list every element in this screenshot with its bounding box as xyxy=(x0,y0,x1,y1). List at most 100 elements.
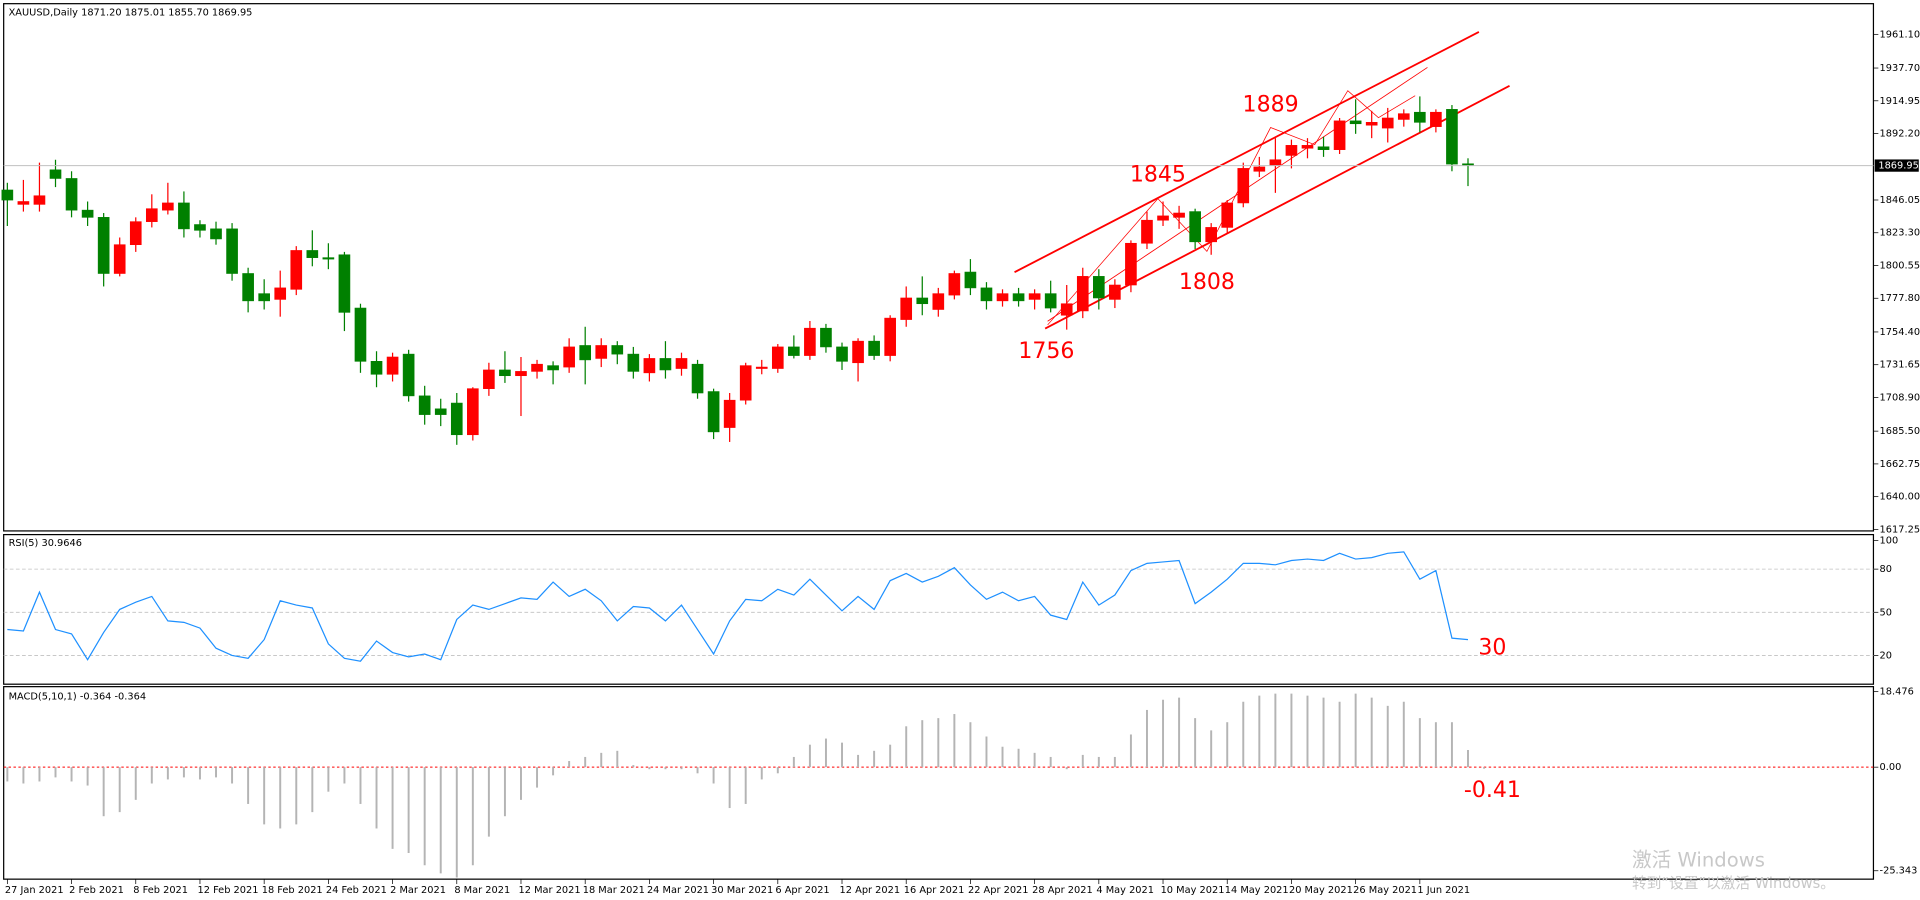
x-tick-label: 26 May 2021 xyxy=(1353,885,1417,896)
candle-body xyxy=(306,250,319,258)
x-tick-label: 10 May 2021 xyxy=(1161,885,1225,896)
x-tick-label: 1 Jun 2021 xyxy=(1417,885,1470,896)
candle-body xyxy=(1333,120,1346,150)
candle-body xyxy=(434,408,447,415)
y-tick-label: 1823.30 xyxy=(1880,228,1920,239)
candle-body xyxy=(322,257,335,260)
y-tick-label: 1662.75 xyxy=(1880,459,1920,470)
x-tick-label: 27 Jan 2021 xyxy=(5,885,64,896)
candle-body xyxy=(932,293,945,310)
x-tick-label: 4 May 2021 xyxy=(1096,885,1154,896)
candle-body xyxy=(675,358,688,369)
candle-body xyxy=(1028,293,1041,300)
candle-body xyxy=(81,209,94,218)
candle-body xyxy=(467,388,479,436)
candle-body xyxy=(1253,166,1266,172)
y-tick-label: 1708.90 xyxy=(1880,392,1920,403)
annotation: 1889 xyxy=(1243,92,1299,117)
y-tick-label: 50 xyxy=(1880,607,1892,618)
candle-body xyxy=(402,353,415,397)
candle-body xyxy=(483,369,495,389)
y-tick-label: 1800.55 xyxy=(1880,261,1920,272)
candle-body xyxy=(771,346,784,369)
rsi-panel xyxy=(3,533,1875,685)
candle-body xyxy=(884,317,896,356)
candle-body xyxy=(515,371,527,377)
candle-body xyxy=(820,327,832,348)
x-tick-label: 12 Mar 2021 xyxy=(519,885,581,896)
x-tick-label: 2 Feb 2021 xyxy=(69,885,124,896)
candle-body xyxy=(707,391,720,433)
candle-body xyxy=(900,297,913,320)
candle-body xyxy=(162,202,174,211)
candle-body xyxy=(852,340,864,364)
candle-body xyxy=(1221,202,1234,228)
candle-body xyxy=(1205,227,1218,243)
y-tick-label: 1640.00 xyxy=(1880,492,1920,503)
x-tick-label: 8 Mar 2021 xyxy=(454,885,510,896)
y-tick-label: 18.476 xyxy=(1880,687,1914,698)
candle-body xyxy=(1060,303,1073,316)
candle-body xyxy=(1125,242,1137,286)
candle-body xyxy=(1381,117,1394,129)
macd-panel xyxy=(3,686,1875,880)
y-tick-label: 1777.80 xyxy=(1880,293,1920,304)
candle-body xyxy=(996,293,1009,302)
candle-body xyxy=(579,345,592,361)
x-tick-label: 20 May 2021 xyxy=(1289,885,1353,896)
candle-body xyxy=(788,346,800,356)
candle-body xyxy=(1076,276,1089,312)
candle-body xyxy=(868,340,880,356)
x-tick-label: 24 Mar 2021 xyxy=(647,885,709,896)
x-tick-label: 28 Apr 2021 xyxy=(1032,885,1093,896)
candle-body xyxy=(1237,168,1250,204)
annotation: 1756 xyxy=(1018,339,1074,364)
rsi-title: RSI(5) 30.9646 xyxy=(9,538,82,549)
candle-body xyxy=(194,224,206,231)
rsi-line xyxy=(7,551,1469,662)
candle-body xyxy=(226,228,238,274)
candle-body xyxy=(1365,122,1378,126)
candle-body xyxy=(723,399,736,428)
candle-body xyxy=(643,358,656,374)
candle-body xyxy=(242,273,254,302)
candle-body xyxy=(1012,293,1025,302)
candle-body xyxy=(210,228,222,240)
x-tick-label: 18 Feb 2021 xyxy=(262,885,323,896)
annotation: 1808 xyxy=(1179,270,1235,295)
last-price-box xyxy=(1874,159,1919,172)
y-tick-label: 1961.10 xyxy=(1880,29,1920,40)
annotation: -0.41 xyxy=(1464,778,1521,803)
candle-body xyxy=(531,363,543,372)
candle-body xyxy=(1141,219,1153,244)
x-tick-label: 12 Apr 2021 xyxy=(840,885,901,896)
candle-body xyxy=(274,287,287,300)
candle-body xyxy=(916,297,929,305)
candle-body xyxy=(178,202,190,230)
candle-body xyxy=(611,345,624,355)
candle-body xyxy=(1109,284,1121,300)
y-tick-label: 80 xyxy=(1880,564,1892,575)
channel-upper xyxy=(1014,31,1480,274)
candle-body xyxy=(17,201,30,205)
x-tick-label: 16 Apr 2021 xyxy=(904,885,965,896)
candle-body xyxy=(1189,211,1201,243)
candle-body xyxy=(258,293,270,302)
x-tick-label: 6 Apr 2021 xyxy=(775,885,829,896)
annotation: 1845 xyxy=(1130,162,1186,187)
candle-body xyxy=(418,395,431,415)
candle-body xyxy=(1093,276,1105,299)
candle-body xyxy=(1397,113,1410,120)
candle-body xyxy=(1269,159,1282,166)
x-tick-label: 24 Feb 2021 xyxy=(326,885,387,896)
candle-body xyxy=(1044,293,1057,309)
annotation: 30 xyxy=(1478,636,1506,661)
price-title: XAUUSD,Daily 1871.20 1875.01 1855.70 186… xyxy=(9,7,253,18)
candle-body xyxy=(450,402,463,436)
candle-body xyxy=(1317,146,1330,150)
candle-body xyxy=(1157,215,1169,221)
candle-body xyxy=(33,195,46,205)
candle-body xyxy=(948,273,961,296)
candle-body xyxy=(563,346,575,368)
